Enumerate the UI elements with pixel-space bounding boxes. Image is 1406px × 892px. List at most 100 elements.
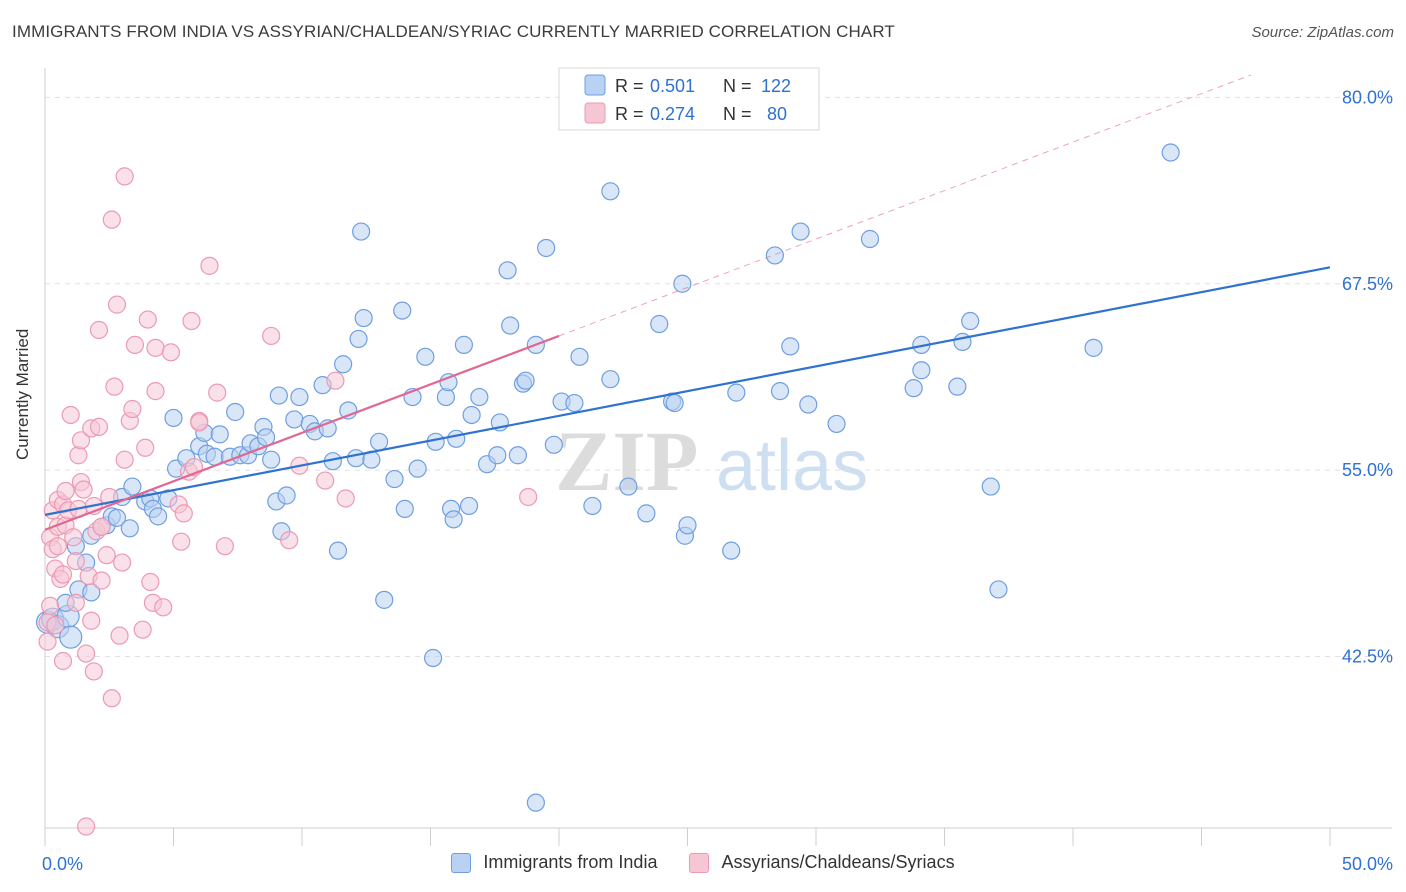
assyrian-point (280, 531, 299, 550)
assyrian-point (146, 382, 165, 401)
assyrian-point (77, 817, 96, 836)
assyrian-point (136, 438, 155, 457)
india-point (277, 486, 296, 505)
india-point (107, 508, 127, 527)
india-point (981, 477, 1000, 496)
india-point (385, 469, 404, 489)
india-point (349, 329, 368, 349)
legend-swatch-assyrian (584, 102, 606, 124)
assyrian-point (200, 256, 219, 275)
assyrian-point (53, 565, 73, 584)
india-point (210, 425, 229, 444)
legend-top: R = 0.501 N = 122 R = 0.274 N = 80 (558, 67, 820, 131)
india-point (544, 435, 563, 454)
india-point (526, 793, 545, 812)
india-point (827, 414, 846, 434)
india-point (781, 337, 800, 356)
legend-bottom-label-india: Immigrants from India (483, 852, 658, 872)
assyrian-point (53, 651, 73, 671)
assyrian-point (46, 616, 65, 635)
assyrian-point (107, 295, 127, 314)
trend-lines (44, 74, 1331, 531)
assyrian-point (215, 537, 234, 556)
india-point (416, 347, 435, 366)
legend-item-assyrian: Assyrians/Chaldeans/Syriacs (689, 852, 955, 873)
x-tick-label: 0.0% (42, 854, 83, 874)
india-trend-line (44, 266, 1331, 516)
legend-r-value-assyrian: 0.274 (650, 104, 695, 124)
assyrian-point (61, 405, 80, 425)
legend-bottom-swatch-assyrian (689, 852, 710, 873)
india-point (408, 459, 427, 478)
india-point (439, 373, 458, 392)
assyrian-point (102, 210, 121, 229)
assyrian-point (84, 662, 103, 681)
legend-r-label-assyrian: R = (615, 104, 644, 124)
india-point (1084, 338, 1103, 357)
india-point (770, 382, 790, 401)
india-point (462, 405, 481, 425)
y-axis-label: Currently Married (13, 328, 32, 460)
legend-bottom-swatch-india (451, 852, 472, 873)
india-point (1161, 143, 1180, 162)
india-point (570, 347, 589, 366)
india-point (370, 432, 389, 451)
assyrian-point (316, 471, 335, 490)
assyrian-point (123, 399, 142, 419)
india-point (334, 355, 353, 374)
y-tick-label: 42.5% (1342, 647, 1393, 667)
india-point (904, 379, 923, 398)
legend-n-value-india: 122 (761, 76, 791, 96)
india-point (619, 477, 638, 496)
india-point (375, 590, 394, 609)
assyrian-point (64, 528, 83, 547)
india-point (601, 182, 620, 201)
india-point (722, 541, 741, 560)
assyrian-point (89, 320, 109, 340)
assyrian-point (336, 489, 355, 508)
india-point (328, 541, 348, 560)
india-point (423, 648, 443, 668)
assyrian-trend-extension (558, 74, 1252, 337)
legend-n-value-assyrian: 80 (767, 104, 787, 124)
assyrian-point (112, 553, 132, 572)
chart-title: IMMIGRANTS FROM INDIA VS ASSYRIAN/CHALDE… (12, 22, 895, 41)
india-point (498, 261, 517, 280)
legend-bottom-label-assyrian: Assyrians/Chaldeans/Syriacs (721, 852, 955, 872)
assyrian-point (519, 487, 538, 507)
tick-labels: 42.5% 55.0% 67.5% 80.0% 0.0% 50.0% (42, 87, 1393, 874)
india-point (454, 335, 474, 354)
india-point (148, 507, 168, 526)
india-point (470, 387, 489, 407)
legend-n-label-india: N = (723, 76, 752, 96)
assyrian-point (115, 450, 134, 469)
india-point (290, 387, 309, 407)
india-point (226, 402, 245, 422)
assyrian-point (69, 446, 88, 465)
india-point (501, 316, 520, 335)
assyrian-point (41, 596, 60, 615)
assyrian-point (105, 377, 124, 396)
india-point (961, 311, 980, 331)
legend-bottom: Immigrants from India Assyrians/Chaldean… (0, 852, 1406, 873)
assyrian-point (125, 335, 145, 354)
india-point (436, 387, 456, 407)
india-point (637, 504, 656, 523)
assyrian-point (92, 517, 111, 536)
india-point (269, 386, 288, 405)
assyrian-point (56, 481, 75, 501)
assyrian-point (172, 532, 191, 551)
assyrian-point (154, 598, 173, 617)
india-point (444, 510, 463, 529)
assyrian-point (115, 167, 134, 186)
assyrian-point (138, 310, 157, 329)
assyrian-point (71, 431, 91, 450)
y-tick-label: 55.0% (1342, 460, 1393, 480)
india-point (860, 229, 880, 249)
assyrian-point (110, 626, 129, 645)
assyrian-trend-line (44, 334, 560, 531)
assyrian-point (82, 611, 101, 630)
legend-swatch-india (584, 74, 606, 96)
assyrian-point (133, 620, 152, 639)
y-tick-label: 67.5% (1342, 274, 1393, 294)
